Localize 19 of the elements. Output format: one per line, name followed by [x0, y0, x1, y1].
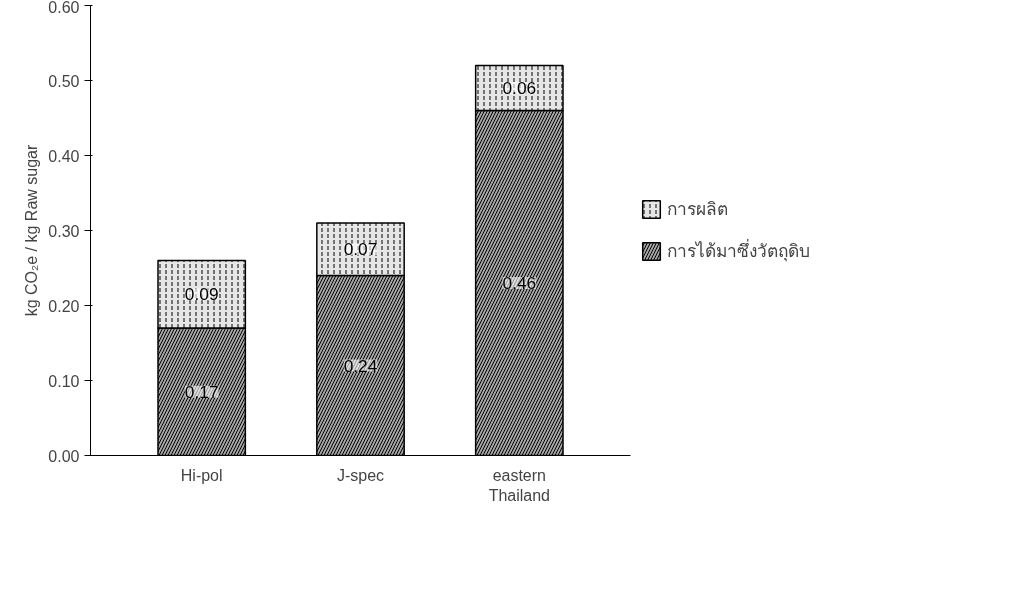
x-tick-label: J-spec	[336, 466, 385, 484]
data-label: 0.09	[184, 284, 219, 305]
data-label: 0.24	[343, 355, 378, 376]
y-tick-label: 0.20	[48, 297, 80, 315]
y-tick-label: 0.00	[48, 447, 80, 465]
y-tick-label: 0.60	[48, 0, 80, 16]
data-label: 0.46	[502, 273, 537, 293]
data-label: 0.07	[343, 239, 378, 260]
x-tick-label: Hi-pol	[180, 466, 223, 484]
data-label: 0.17	[184, 381, 219, 402]
y-tick-label: 0.30	[48, 222, 80, 240]
legend-label: การผลิต	[667, 198, 728, 221]
x-tick-label: eastern Thailand	[488, 466, 551, 504]
data-label: 0.06	[502, 78, 537, 98]
y-axis-title: kg CO₂e / kg Raw sugar	[23, 144, 41, 317]
y-tick-label: 0.40	[48, 147, 80, 165]
y-tick-label: 0.10	[48, 372, 80, 390]
y-tick-label: 0.50	[48, 72, 80, 90]
legend-label: การได้มาซึ่งวัตถุดิบ	[667, 238, 810, 264]
